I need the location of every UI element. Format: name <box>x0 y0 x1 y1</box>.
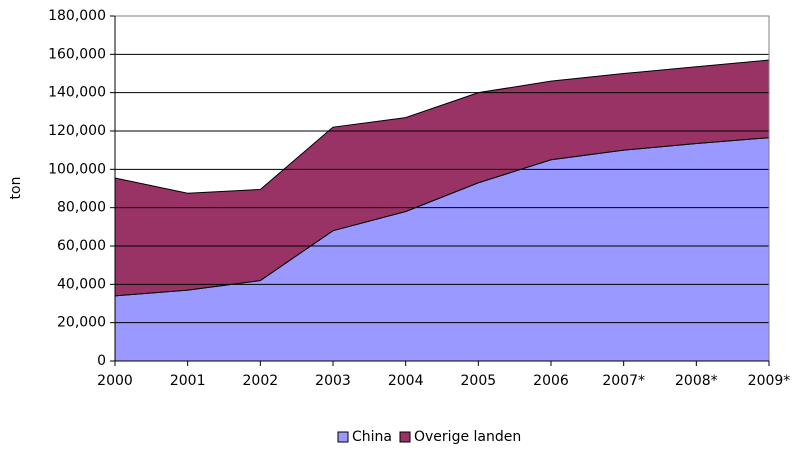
y-tick-label: 140,000 <box>48 85 106 101</box>
legend-label: China <box>352 429 392 445</box>
legend-swatch <box>337 431 349 443</box>
y-tick-label: 120,000 <box>48 123 106 139</box>
x-tick-label: 2001 <box>170 373 206 389</box>
x-tick-label: 2009* <box>748 373 791 389</box>
x-tick-label: 2004 <box>388 373 424 389</box>
y-tick-label: 80,000 <box>57 200 106 216</box>
y-tick-label: 160,000 <box>48 46 106 62</box>
y-tick-label: 20,000 <box>57 315 106 331</box>
x-tick-label: 2005 <box>461 373 497 389</box>
y-tick-label: 180,000 <box>48 8 106 24</box>
y-tick-label: 60,000 <box>57 238 106 254</box>
x-tick-label: 2007* <box>602 373 645 389</box>
x-tick-label: 2003 <box>315 373 351 389</box>
legend-label: Overige landen <box>414 429 521 445</box>
y-tick-label: 0 <box>97 353 106 369</box>
x-tick-label: 2002 <box>243 373 279 389</box>
y-axis-label: ton <box>8 177 24 200</box>
legend-swatch <box>399 431 411 443</box>
x-tick-label: 2000 <box>97 373 133 389</box>
y-tick-label: 100,000 <box>48 161 106 177</box>
x-tick-label: 2006 <box>533 373 569 389</box>
y-tick-label: 40,000 <box>57 276 106 292</box>
x-tick-label: 2008* <box>675 373 718 389</box>
